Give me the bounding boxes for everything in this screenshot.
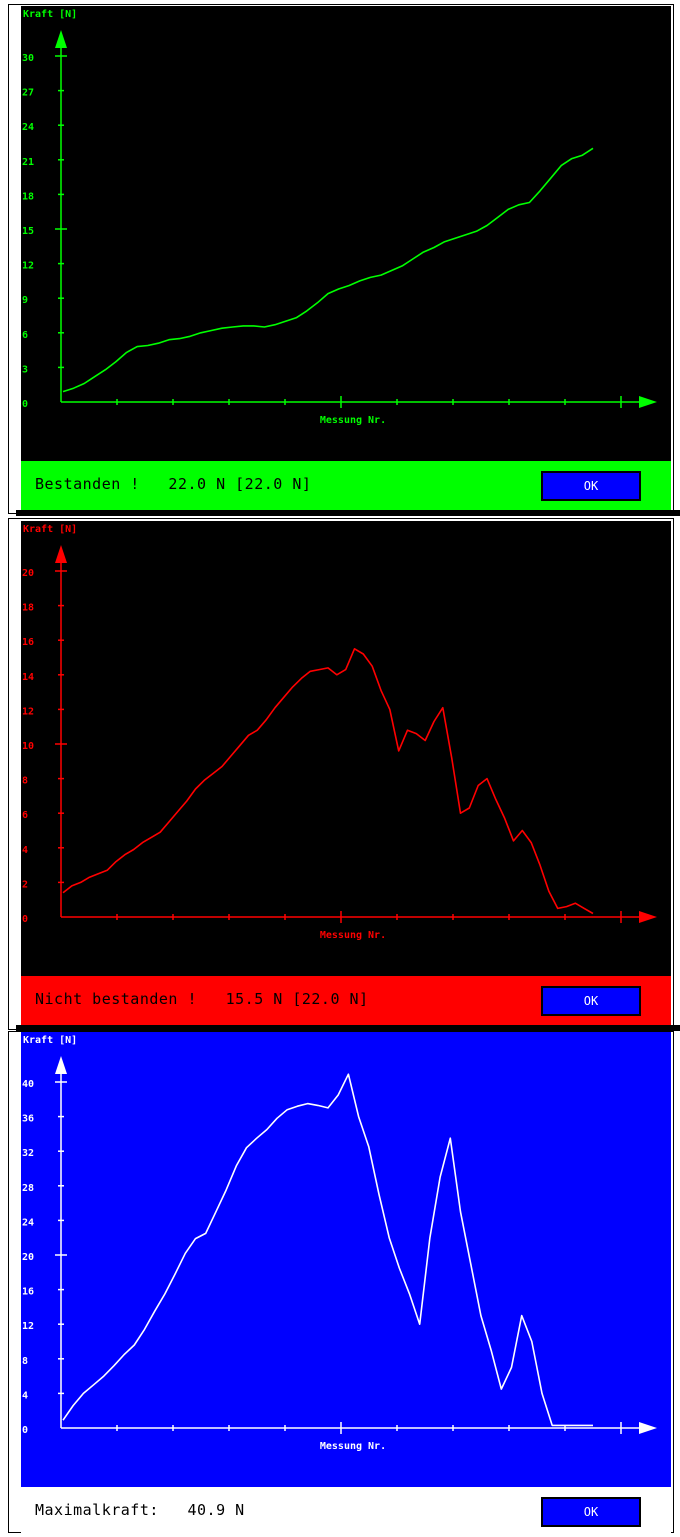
x-axis-label: Messung Nr. — [320, 930, 386, 941]
force-chart-2: Kraft [N] Messung Nr. 0 2 4 6 8 10 12 14 16 18 20 — [21, 521, 671, 976]
y-tick-label: 3 — [22, 364, 28, 375]
y-tick-label: 16 — [22, 637, 34, 648]
y-tick-label: 9 — [22, 295, 28, 306]
y-tick-label: 4 — [22, 1390, 28, 1401]
y-tick-label: 24 — [22, 122, 34, 133]
force-chart-3: Kraft [N] Messung Nr. 0 4 8 12 16 20 24 28 32 36 40 — [21, 1032, 671, 1487]
y-tick-label: 30 — [22, 53, 34, 64]
panel-1-screen: Kraft [N] Messung Nr. 0 3 6 9 12 15 18 21 24 27 30 B… — [21, 6, 671, 511]
x-axis-arrow — [639, 396, 657, 408]
y-tick-label: 24 — [22, 1217, 34, 1228]
ok-button-1[interactable]: OK — [541, 471, 641, 501]
x-axis-label: Messung Nr. — [320, 1441, 386, 1452]
y-tick-label: 18 — [22, 191, 34, 202]
x-axis-arrow — [639, 911, 657, 923]
y-tick-label: 28 — [22, 1183, 34, 1194]
y-tick-label: 18 — [22, 603, 34, 614]
x-axis-arrow — [639, 1422, 657, 1434]
y-tick-label: 20 — [22, 1252, 34, 1263]
y-tick-label: 16 — [22, 1287, 34, 1298]
x-axis-label: Messung Nr. — [320, 415, 386, 426]
chart-background — [21, 521, 671, 976]
y-axis-arrow — [55, 545, 67, 563]
y-tick-label: 27 — [22, 88, 34, 99]
y-tick-label: 0 — [22, 399, 28, 410]
y-tick-label: 2 — [22, 879, 28, 890]
ok-button-3[interactable]: OK — [541, 1497, 641, 1527]
chart-background — [21, 1032, 671, 1487]
separator-1 — [16, 510, 680, 516]
y-tick-label: 12 — [22, 1321, 34, 1332]
y-axis-label: Kraft [N] — [23, 524, 77, 535]
ok-button-2[interactable]: OK — [541, 986, 641, 1016]
status-bar-2: Nicht bestanden ! 15.5 N [22.0 N] OK — [21, 976, 671, 1026]
y-tick-label: 10 — [22, 741, 34, 752]
y-tick-label: 6 — [22, 810, 28, 821]
y-axis-arrow — [55, 1056, 67, 1074]
status-bar-3: Maximalkraft: 40.9 N OK — [21, 1487, 671, 1537]
y-tick-label: 40 — [22, 1079, 34, 1090]
y-tick-label: 21 — [22, 157, 34, 168]
separator-2 — [16, 1025, 680, 1031]
y-tick-label: 32 — [22, 1148, 34, 1159]
series-line — [62, 1073, 593, 1427]
status-text-2: Nicht bestanden ! 15.5 N [22.0 N] — [35, 990, 369, 1008]
y-tick-label: 8 — [22, 776, 28, 787]
y-tick-label: 12 — [22, 706, 34, 717]
y-tick-label: 0 — [22, 1425, 28, 1436]
series-line — [62, 147, 594, 393]
series-line — [62, 648, 594, 915]
y-tick-label: 14 — [22, 672, 34, 683]
y-tick-label: 15 — [22, 226, 34, 237]
y-tick-label: 8 — [22, 1356, 28, 1367]
y-tick-label: 4 — [22, 845, 28, 856]
status-text-1: Bestanden ! 22.0 N [22.0 N] — [35, 475, 312, 493]
y-tick-label: 12 — [22, 261, 34, 272]
status-bar-1: Bestanden ! 22.0 N [22.0 N] OK — [21, 461, 671, 511]
status-text-3: Maximalkraft: 40.9 N — [35, 1501, 245, 1519]
force-chart-1: Kraft [N] Messung Nr. 0 3 6 9 12 15 18 21 24 27 30 — [21, 6, 671, 461]
panel-2-screen: Kraft [N] Messung Nr. 0 2 4 6 8 10 12 14 16 18 20 Ni… — [21, 521, 671, 1026]
y-tick-label: 6 — [22, 330, 28, 341]
y-tick-label: 0 — [22, 914, 28, 925]
y-axis-label: Kraft [N] — [23, 9, 77, 20]
y-axis-arrow — [55, 30, 67, 48]
chart-background — [21, 6, 671, 461]
panel-3-screen: Kraft [N] Messung Nr. 0 4 8 12 16 20 24 28 32 36 40 … — [21, 1032, 671, 1537]
y-tick-label: 36 — [22, 1114, 34, 1125]
y-axis-label: Kraft [N] — [23, 1035, 77, 1046]
y-tick-label: 20 — [22, 568, 34, 579]
